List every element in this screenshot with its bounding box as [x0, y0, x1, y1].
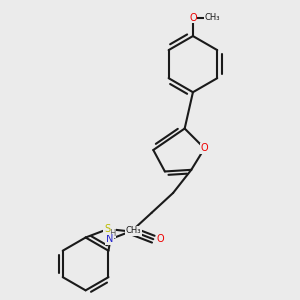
Text: S: S [104, 224, 110, 234]
Text: H: H [109, 229, 115, 238]
Text: CH₃: CH₃ [126, 226, 141, 236]
Text: N: N [106, 234, 113, 244]
Text: O: O [189, 13, 197, 23]
Text: CH₃: CH₃ [205, 14, 220, 22]
Text: O: O [201, 143, 208, 153]
Text: O: O [157, 234, 164, 244]
